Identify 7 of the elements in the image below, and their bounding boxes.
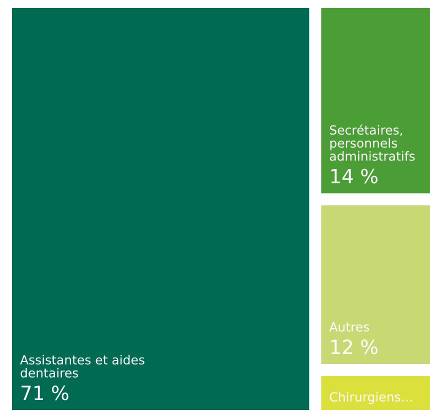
data-label: 71 % <box>22 386 68 400</box>
data-label: 12 % <box>331 340 378 354</box>
category-label: Assistantes et aides dentaires <box>20 354 144 378</box>
category-label: Autres <box>329 322 369 332</box>
category-label: Secrétaires, personnels administratifs <box>330 124 415 161</box>
data-label: 14 % <box>331 168 378 184</box>
category-label: Chirurgiens… <box>330 392 412 404</box>
